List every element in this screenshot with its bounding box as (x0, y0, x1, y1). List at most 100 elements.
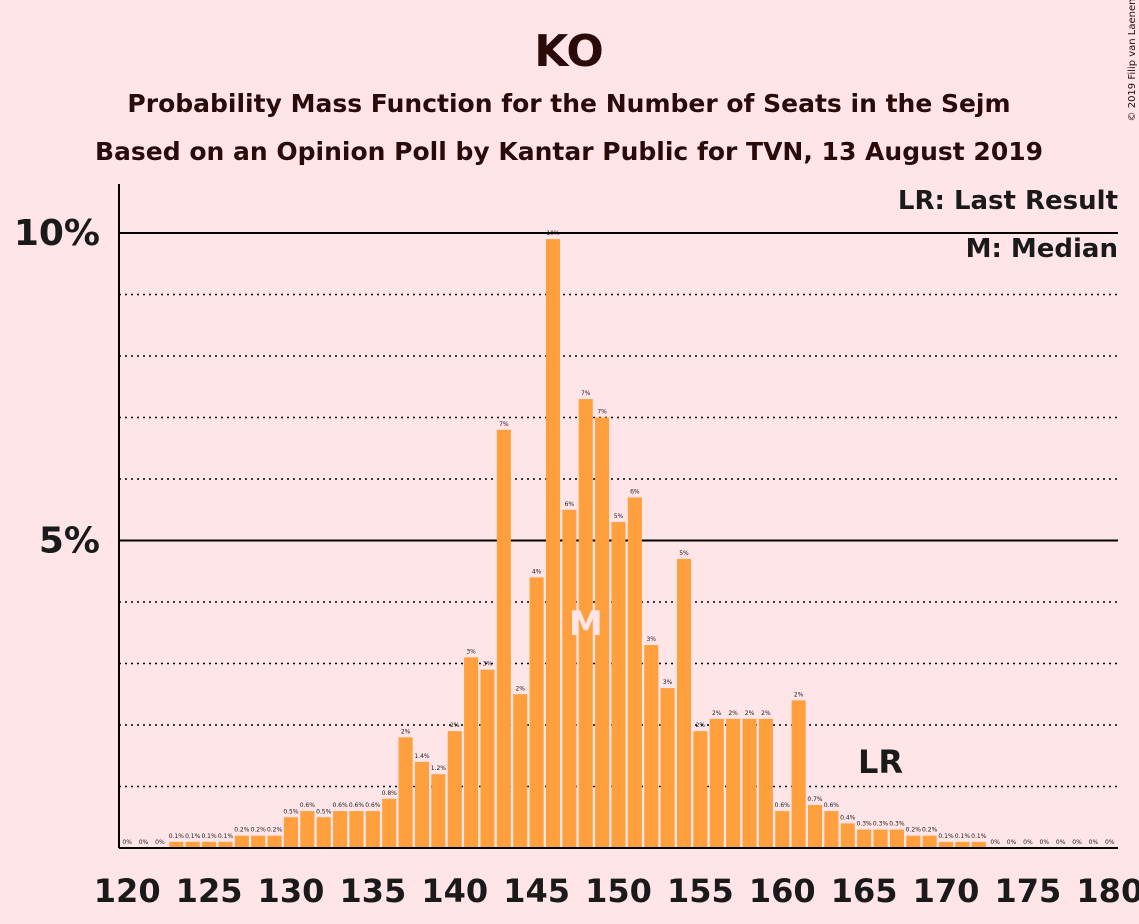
last-result-marker: LR (858, 743, 903, 781)
bar-value-label: 2% (450, 722, 460, 729)
copyright: © 2019 Filip van Laenen (1127, 0, 1138, 121)
bar-value-label: 2% (696, 722, 706, 729)
bar (251, 835, 266, 848)
bar (955, 841, 970, 848)
x-tick-label: 155 (667, 872, 734, 910)
legend-last-result: LR: Last Result (898, 186, 1118, 216)
bar (906, 835, 921, 848)
bar-value-label: 2% (728, 710, 738, 717)
bar-value-label: 0% (1105, 839, 1115, 846)
bar (464, 657, 479, 848)
bar (775, 811, 790, 848)
bar-value-label: 0% (139, 839, 149, 846)
bar (840, 823, 855, 848)
bar-value-label: 3% (466, 648, 476, 655)
bar (382, 798, 397, 848)
bar-value-label: 0.1% (218, 833, 234, 840)
bar (234, 835, 249, 848)
chart-title: KO (534, 26, 604, 77)
bar-value-label: 0.3% (857, 821, 873, 828)
bar-value-label: 3% (483, 661, 493, 668)
bar (169, 841, 184, 848)
legend-median: M: Median (966, 234, 1118, 264)
bar (889, 829, 904, 848)
bar-value-label: 2% (794, 691, 804, 698)
bar-value-label: 5% (679, 550, 689, 557)
bar-value-label: 0.6% (824, 802, 840, 809)
bar (365, 811, 380, 848)
bar-value-label: 0% (1056, 839, 1066, 846)
bar-value-label: 0% (1089, 839, 1099, 846)
chart-subtitle-2: Based on an Opinion Poll by Kantar Publi… (95, 137, 1043, 166)
bar-value-label: 0.5% (283, 808, 299, 815)
bar-value-label: 0.6% (775, 802, 791, 809)
bar-value-label: 0.4% (840, 814, 856, 821)
bar (627, 497, 642, 848)
bar (480, 669, 495, 848)
bar-value-label: 7% (581, 390, 591, 397)
bar (807, 804, 823, 848)
bar-value-label: 2% (401, 728, 411, 735)
bar (938, 841, 954, 848)
y-tick-label: 10% (14, 213, 100, 254)
bar-value-label: 10% (546, 230, 560, 237)
axes: 5% 10% 120 125 130 135 140 145 150 155 160 165 170 17… (14, 184, 1139, 910)
x-tick-label: 160 (749, 872, 816, 910)
bar-value-label: 0.2% (234, 827, 250, 834)
bar (398, 737, 413, 848)
bar-value-label: 0.2% (906, 827, 922, 834)
bar (824, 811, 839, 848)
x-tick-label: 150 (585, 872, 652, 910)
bar-value-label: 0.1% (971, 833, 987, 840)
bar (922, 835, 937, 848)
bar (791, 700, 806, 848)
bar-value-label: 0.8% (382, 790, 398, 797)
bar-value-label: 0.1% (938, 833, 954, 840)
x-tick-label: 170 (913, 872, 980, 910)
bar (496, 429, 511, 848)
bar-value-label: 5% (614, 513, 624, 520)
bar (529, 577, 544, 848)
bar (676, 558, 692, 848)
bars-group: 0% 0% 0%0.1% 0.1% 0.1% 0.1%0.2% 0.2% 0.2%0.5%0.… (122, 230, 1115, 848)
bar (562, 509, 577, 848)
bar-value-label: 0.6% (332, 802, 348, 809)
bar (447, 731, 462, 848)
bar-value-label: 0.6% (365, 802, 381, 809)
x-tick-label: 175 (995, 872, 1062, 910)
bar (202, 841, 217, 848)
bar-value-label: 7% (597, 409, 607, 416)
x-tick-label: 125 (176, 872, 243, 910)
median-marker: M (569, 604, 603, 644)
bar-value-label: 0.6% (300, 802, 316, 809)
bar (758, 718, 773, 848)
bar-value-label: 0% (1072, 839, 1082, 846)
bar (644, 645, 659, 848)
bar-value-label: 2% (745, 710, 755, 717)
bar-value-label: 1.4% (414, 753, 430, 760)
bar (333, 811, 348, 848)
bar-value-label: 3% (646, 636, 656, 643)
bar-value-label: 0.3% (873, 821, 889, 828)
bar-value-label: 0% (1040, 839, 1050, 846)
bar-value-label: 0.1% (955, 833, 971, 840)
bar-value-label: 0% (122, 839, 132, 846)
bar-value-label: 0.2% (922, 827, 938, 834)
bar (300, 811, 315, 848)
bar (218, 841, 233, 848)
bar-value-label: 0.1% (169, 833, 185, 840)
bar (857, 829, 872, 848)
bar-value-label: 0.3% (889, 821, 905, 828)
bar-value-label: 6% (630, 488, 640, 495)
bar-value-label: 3% (663, 679, 673, 686)
x-tick-label: 130 (258, 872, 325, 910)
bar-value-label: 2% (761, 710, 771, 717)
bar (316, 817, 331, 848)
bar-value-label: 0% (990, 839, 1000, 846)
bar (283, 817, 299, 848)
x-tick-label: 180 (1076, 872, 1139, 910)
bar-value-label: 0.2% (267, 827, 283, 834)
bar (431, 774, 446, 848)
x-tick-label: 140 (421, 872, 488, 910)
